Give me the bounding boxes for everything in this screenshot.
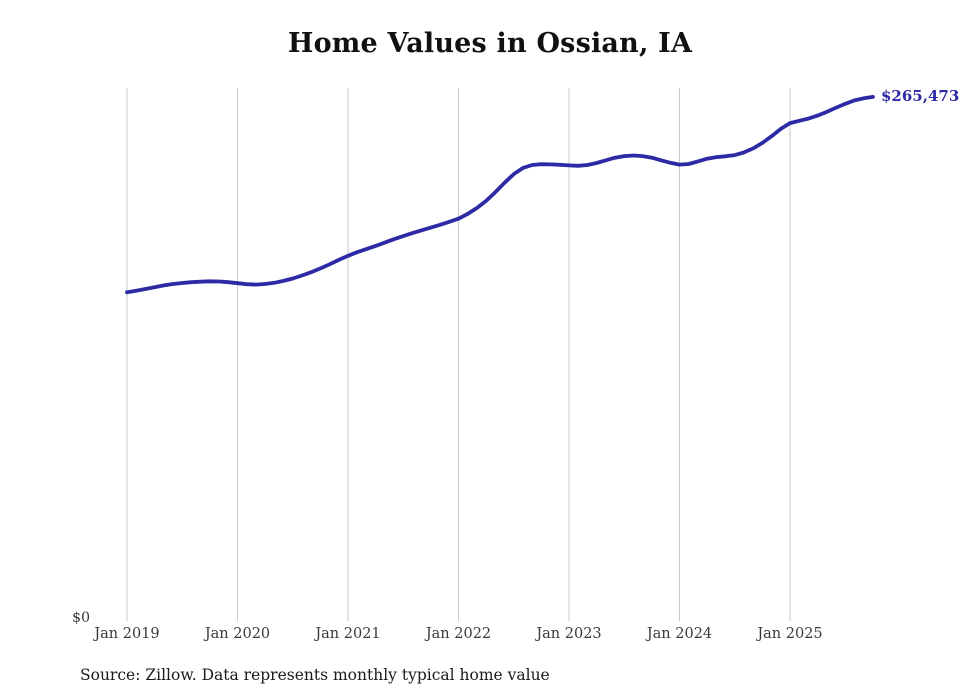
- source-note: Source: Zillow. Data represents monthly …: [80, 666, 550, 684]
- chart-title: Home Values in Ossian, IA: [287, 28, 693, 59]
- end-value-annotation: $265,473: [881, 87, 960, 105]
- home-value-line: [125, 95, 875, 295]
- y-axis-zero-label: $0: [72, 610, 90, 626]
